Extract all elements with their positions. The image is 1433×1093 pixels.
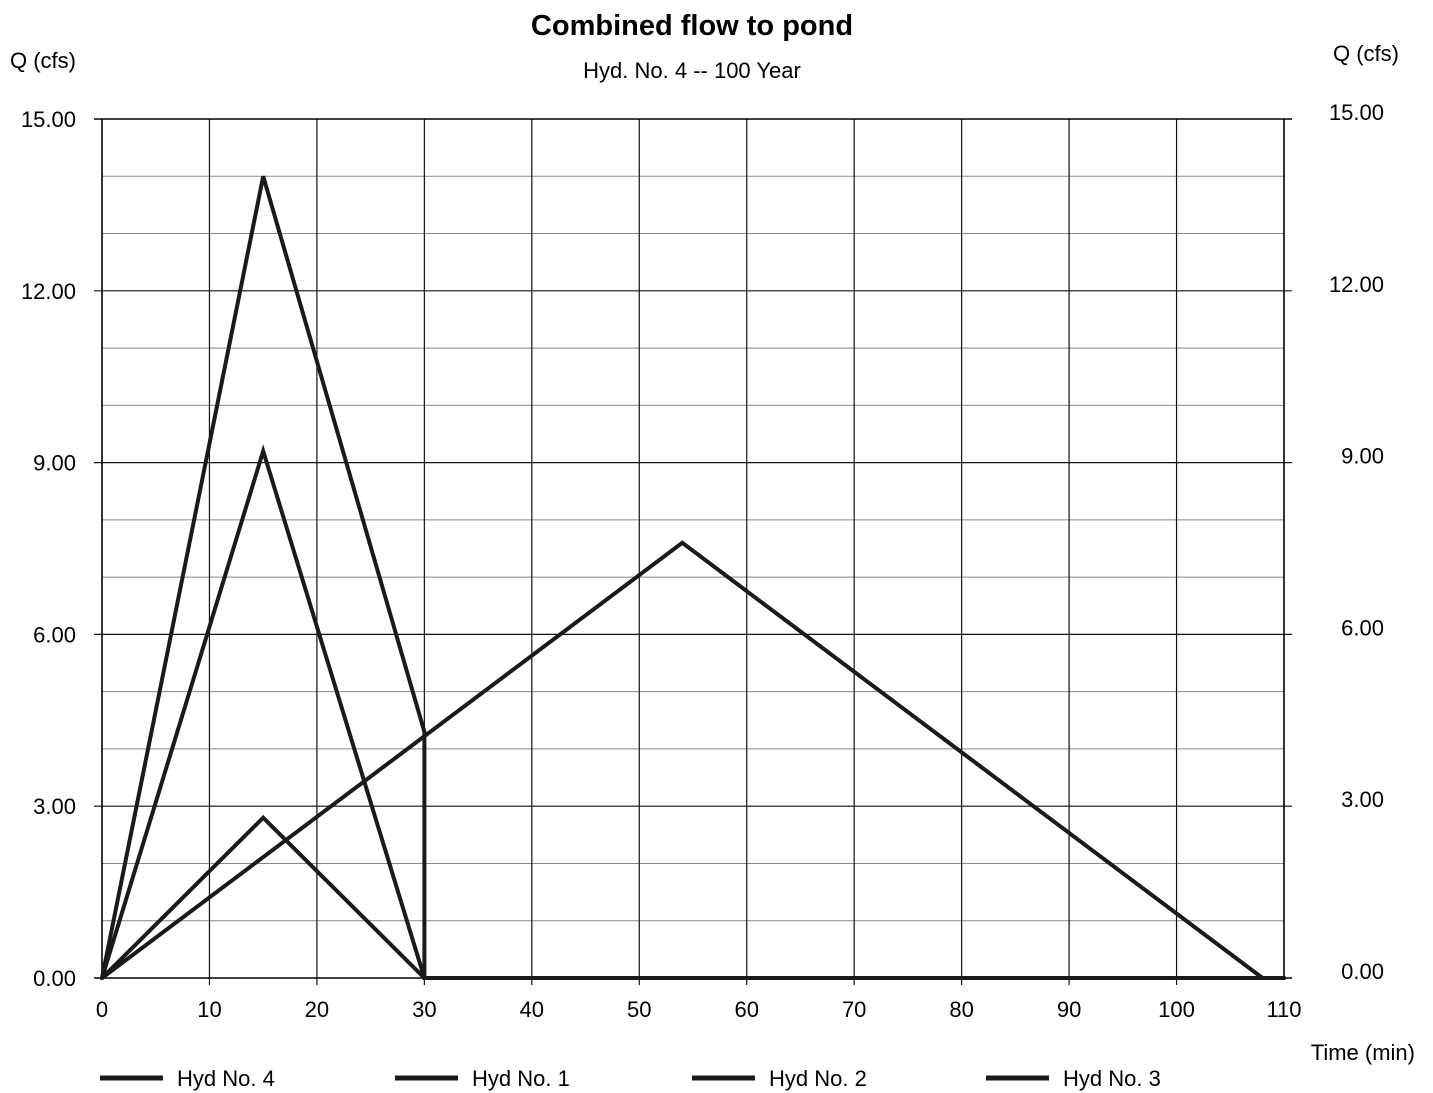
y-tick-label-right: 0.00 xyxy=(1341,959,1384,984)
y-tick-label-left: 6.00 xyxy=(33,622,76,647)
x-tick-label: 30 xyxy=(412,997,436,1022)
x-tick-label: 60 xyxy=(734,997,758,1022)
y-tick-label-right: 3.00 xyxy=(1341,787,1384,812)
x-tick-label: 40 xyxy=(520,997,544,1022)
series-line-2 xyxy=(100,444,1286,980)
x-tick-label: 90 xyxy=(1057,997,1081,1022)
y-tick-label-left: 0.00 xyxy=(33,966,76,991)
y-axis-label-left: Q (cfs) xyxy=(10,48,76,73)
x-tick-label: 10 xyxy=(197,997,221,1022)
legend-label: Hyd No. 3 xyxy=(1063,1066,1161,1091)
legend-label: Hyd No. 4 xyxy=(177,1066,275,1091)
x-tick-label: 80 xyxy=(949,997,973,1022)
x-tick-label: 20 xyxy=(305,997,329,1022)
chart-subtitle: Hyd. No. 4 -- 100 Year xyxy=(583,58,801,83)
y-tick-label-right: 12.00 xyxy=(1329,272,1384,297)
y-axis-label-right: Q (cfs) xyxy=(1333,41,1399,66)
grid-lines xyxy=(94,119,1292,985)
tick-labels: 0 10 20 30 40 50 60 70 80 90 100 110 0.00 3.00 6.00 9.0… xyxy=(21,100,1384,1022)
chart-title: Combined flow to pond xyxy=(531,10,853,42)
legend: Hyd No. 4 Hyd No. 1 Hyd No. 2 Hyd No. 3 xyxy=(100,1066,1161,1091)
x-tick-label: 100 xyxy=(1158,997,1195,1022)
x-tick-label: 110 xyxy=(1266,997,1301,1022)
y-tick-label-left: 12.00 xyxy=(21,279,76,304)
x-tick-label: 70 xyxy=(842,997,866,1022)
x-tick-label: 50 xyxy=(627,997,651,1022)
series-line-4 xyxy=(100,540,1286,980)
y-tick-label-right: 15.00 xyxy=(1329,100,1384,125)
series-lines xyxy=(100,175,1286,980)
x-tick-label: 0 xyxy=(96,997,108,1022)
y-tick-label-right: 9.00 xyxy=(1341,444,1384,469)
legend-label: Hyd No. 2 xyxy=(769,1066,867,1091)
legend-label: Hyd No. 1 xyxy=(472,1066,570,1091)
y-tick-label-left: 9.00 xyxy=(33,451,76,476)
y-tick-label-left: 15.00 xyxy=(21,107,76,132)
x-axis-label: Time (min) xyxy=(1311,1040,1415,1065)
y-tick-label-left: 3.00 xyxy=(33,794,76,819)
y-tick-label-right: 6.00 xyxy=(1341,615,1384,640)
series-line-3 xyxy=(100,814,1286,980)
